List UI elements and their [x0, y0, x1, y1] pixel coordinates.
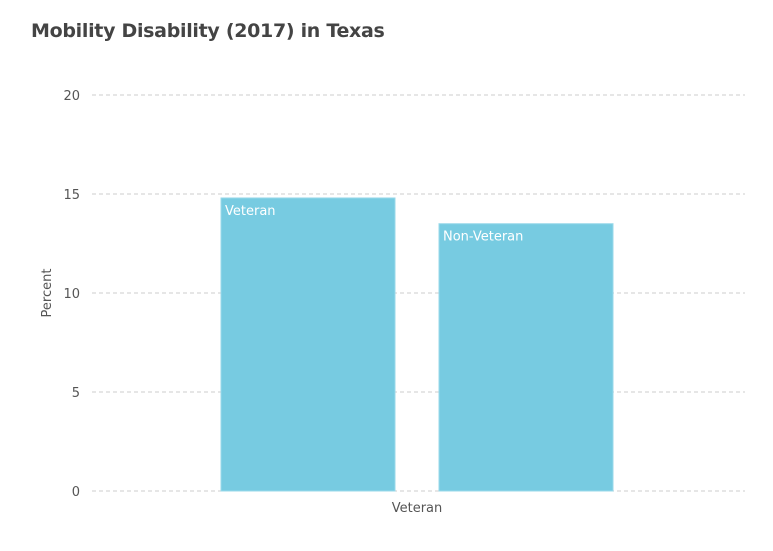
- bar-label: Non-Veteran: [443, 230, 523, 245]
- y-tick-label: 5: [72, 386, 80, 401]
- bar-non-veteran[interactable]: [438, 223, 614, 492]
- y-tick-label: 20: [63, 89, 80, 104]
- y-axis-label: Percent: [40, 269, 55, 318]
- y-tick-label: 10: [63, 287, 80, 302]
- bar-label: Veteran: [225, 204, 276, 219]
- y-tick-label: 15: [63, 188, 80, 203]
- bar-veteran[interactable]: [220, 197, 396, 492]
- x-axis-label: Veteran: [392, 501, 443, 516]
- chart-title: Mobility Disability (2017) in Texas: [31, 20, 385, 42]
- y-tick-label: 0: [72, 485, 80, 500]
